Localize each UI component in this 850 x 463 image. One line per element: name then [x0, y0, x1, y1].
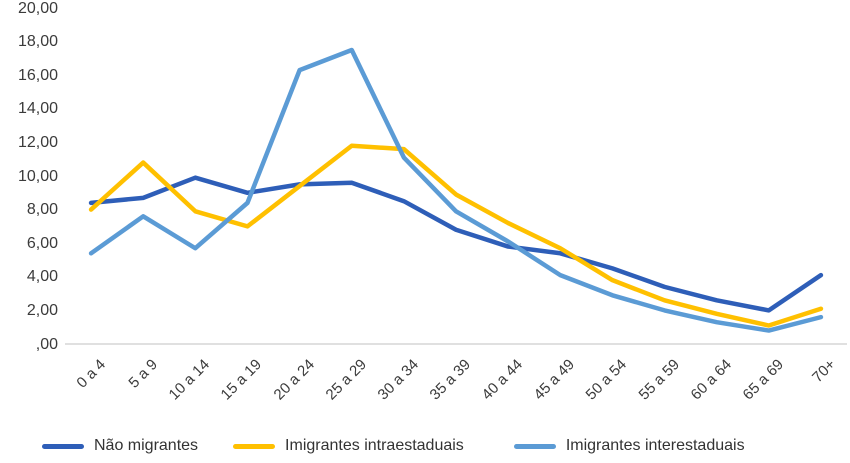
y-axis-tick-label: 18,00	[17, 33, 58, 51]
y-axis-tick-label: 10,00	[17, 167, 58, 185]
legend-item-imigrantes-intraestaduais: Imigrantes intraestaduais	[233, 437, 464, 455]
legend-label-imigrantes-intraestaduais: Imigrantes intraestaduais	[285, 437, 464, 454]
legend-line-swatch-nao-migrantes	[42, 443, 84, 449]
y-axis-tick-label: 14,00	[17, 100, 58, 118]
series-line-2	[88, 47, 824, 333]
legend-line-swatch-imigrantes-interestaduais	[513, 443, 556, 449]
series-line-1	[88, 143, 824, 328]
series-line-0	[88, 175, 824, 313]
y-axis-tick-label: 16,00	[17, 66, 58, 84]
y-axis-tick-label: 20,00	[17, 0, 58, 17]
y-axis-tick-label: 12,00	[17, 133, 58, 151]
y-axis-tick-label: 8,00	[26, 201, 58, 219]
y-axis-tick-label: ,00	[35, 335, 58, 353]
legend-line-swatch-imigrantes-intraestaduais	[233, 443, 276, 449]
legend-item-nao-migrantes: Não migrantes	[42, 437, 198, 455]
y-axis-tick-label: 4,00	[26, 268, 58, 286]
chart-legend: Não migrantes Imigrantes intraestaduais …	[42, 437, 745, 455]
legend-label-nao-migrantes: Não migrantes	[94, 437, 199, 454]
y-axis-tick-label: 2,00	[26, 301, 58, 319]
legend-item-imigrantes-interestaduais: Imigrantes interestaduais	[513, 437, 745, 455]
legend-label-imigrantes-interestaduais: Imigrantes interestaduais	[565, 437, 745, 454]
y-axis-tick-label: 6,00	[26, 234, 58, 252]
